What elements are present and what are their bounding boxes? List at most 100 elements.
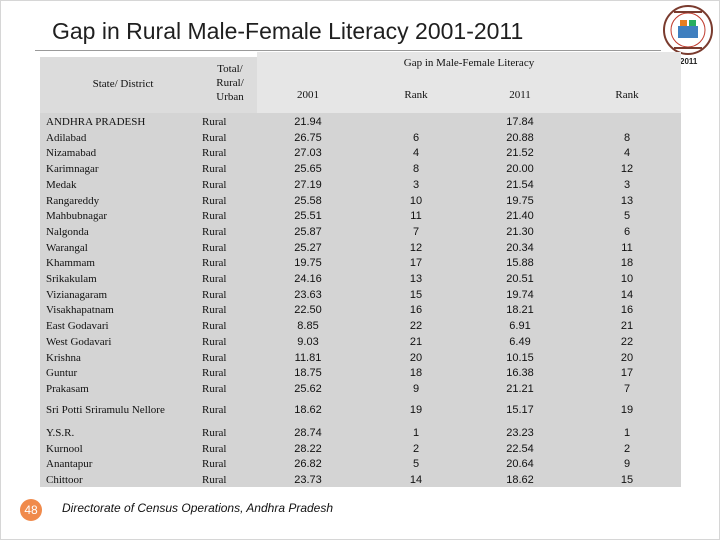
rank-2001: 18: [409, 367, 423, 380]
gap-2001: 11.81: [294, 351, 322, 364]
district-name: Kurnool: [46, 442, 83, 455]
gap-2001: 27.03: [294, 147, 322, 160]
gap-2011: 21.21: [506, 382, 534, 395]
gap-2011: 22.54: [506, 442, 534, 455]
district-name: Chittoor: [46, 474, 83, 487]
gap-2001: 18.75: [294, 367, 322, 380]
district-name: Nizamabad: [46, 147, 97, 160]
area-type: Rural: [202, 178, 227, 191]
district-name: Y.S.R.: [46, 427, 75, 439]
district-name: Vizianagaram: [46, 288, 108, 301]
gap-2001: 22.50: [294, 304, 322, 317]
area-type: Rural: [202, 241, 227, 254]
district-name: ANDHRA PRADESH: [46, 116, 146, 128]
header-total-rural-urban-bg: [200, 57, 257, 113]
rank-2001: 10: [409, 194, 423, 207]
gap-2001: 28.22: [294, 442, 322, 455]
area-type: Rural: [202, 131, 227, 144]
rank-2011: 10: [620, 273, 634, 285]
header-gap-bg: [257, 52, 681, 113]
district-name: Krishna: [46, 351, 81, 364]
rank-2001: 11: [410, 210, 422, 223]
gap-2011: 21.52: [506, 147, 534, 160]
district-name: Warangal: [46, 241, 88, 254]
gap-2001: 25.87: [294, 225, 322, 238]
header-state-district: State/ District: [92, 78, 154, 90]
district-name: Prakasam: [46, 382, 89, 395]
district-name: Adilabad: [46, 131, 87, 144]
page-number: 48: [20, 499, 42, 521]
gap-2011: 19.74: [506, 288, 534, 301]
header-rank-2001: Rank: [404, 89, 428, 101]
rank-2011: 21: [620, 320, 634, 333]
rank-2001: 7: [412, 225, 420, 238]
gap-2001: 25.27: [294, 241, 322, 254]
footer-credit: Directorate of Census Operations, Andhra…: [62, 501, 334, 515]
header-2011: 2011: [509, 89, 531, 101]
area-type: Rural: [202, 194, 227, 207]
area-type: Rural: [202, 367, 227, 380]
title-underline: [35, 50, 661, 51]
rank-2011: 3: [623, 178, 631, 191]
district-name: East Godavari: [46, 320, 109, 333]
district-name: Karimnagar: [46, 163, 99, 176]
gap-2001: 25.62: [294, 382, 322, 395]
rank-2011: 16: [620, 304, 634, 317]
rank-2001: 16: [409, 304, 423, 317]
area-type: Rural: [202, 147, 227, 160]
rank-2001: 20: [409, 351, 423, 364]
gap-2011: 15.17: [506, 404, 534, 416]
rank-2001: 1: [412, 427, 420, 439]
rank-2011: 20: [620, 351, 634, 364]
rank-2001: 14: [409, 474, 423, 487]
district-name: Khammam: [46, 257, 95, 270]
rank-2011: 14: [620, 288, 634, 301]
gap-2001: 28.74: [294, 427, 322, 439]
gap-2011: 17.84: [506, 116, 534, 128]
gap-2001: 8.85: [297, 320, 319, 333]
rank-2011: 6: [623, 225, 631, 238]
area-type: Rural: [202, 210, 227, 223]
rank-2001: 19: [409, 404, 423, 416]
area-type: Rural: [202, 458, 227, 471]
gap-2011: 19.75: [506, 194, 534, 207]
gap-2011: 16.38: [506, 367, 534, 380]
rank-2001: 17: [409, 257, 423, 270]
census-year: 2011: [680, 57, 698, 66]
area-type: Rural: [202, 273, 227, 285]
rank-2011: 22: [620, 335, 634, 348]
census-emblem-icon: [663, 5, 713, 55]
area-type: Rural: [202, 225, 227, 238]
rank-2001: 3: [412, 178, 420, 191]
area-type: Rural: [202, 442, 227, 455]
rank-2001: 8: [412, 163, 420, 176]
rank-2001: 13: [409, 273, 423, 285]
gap-2011: 6.91: [509, 320, 531, 333]
rank-2011: 8: [623, 131, 631, 144]
area-type: Rural: [202, 404, 227, 416]
rank-2011: 9: [623, 458, 631, 471]
slide-title: Gap in Rural Male-Female Literacy 2001-2…: [52, 18, 524, 44]
rank-2001: 15: [409, 288, 423, 301]
rank-2011: 13: [620, 194, 634, 207]
gap-2011: 18.21: [506, 304, 534, 317]
rank-2011: 15: [620, 474, 634, 487]
gap-2011: 10.15: [506, 351, 534, 364]
rank-2011: 1: [623, 427, 631, 439]
area-type: Rural: [202, 163, 227, 176]
gap-2011: 20.51: [506, 273, 534, 285]
rank-2011: 12: [620, 163, 634, 176]
area-type: Rural: [202, 304, 227, 317]
rank-2011: 2: [623, 442, 631, 455]
district-name: West Godavari: [46, 335, 112, 348]
header-total-rural-urban: Total/ Rural/ Urban: [216, 63, 244, 103]
gap-2011: 18.62: [506, 474, 534, 487]
gap-2001: 25.51: [294, 210, 322, 223]
rank-2011: 4: [623, 147, 631, 160]
rank-2011: 11: [621, 241, 633, 254]
area-type: Rural: [202, 288, 227, 301]
area-type: Rural: [202, 382, 227, 395]
gap-2001: 27.19: [294, 178, 322, 191]
gap-2001: 21.94: [294, 116, 322, 128]
gap-2001: 23.63: [294, 288, 322, 301]
